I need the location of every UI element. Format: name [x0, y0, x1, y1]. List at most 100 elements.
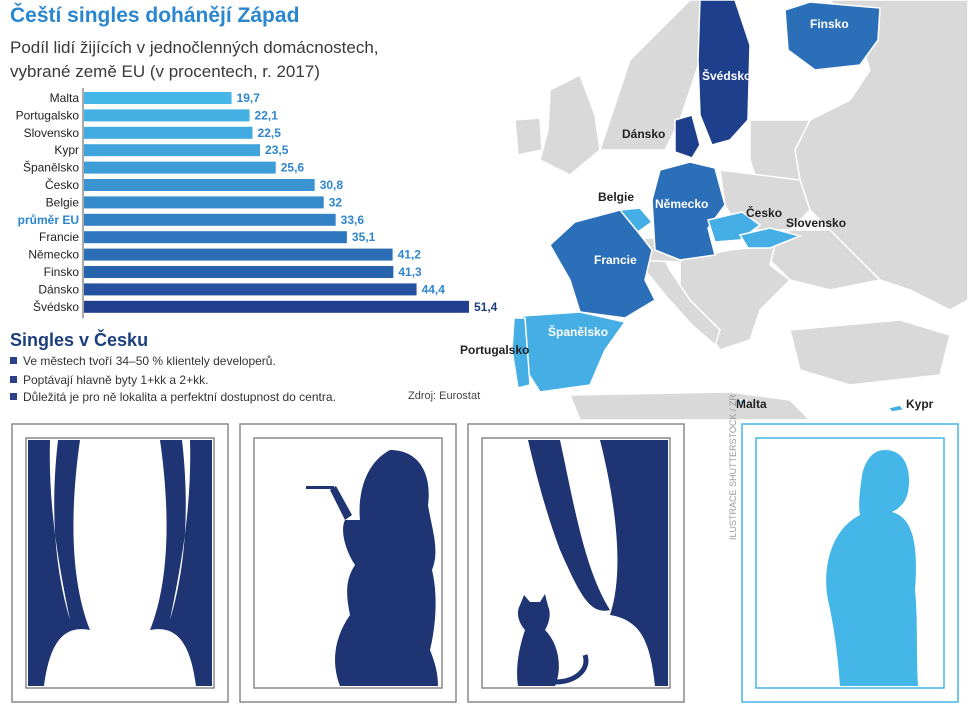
- window-panel-curtains: [11, 423, 229, 703]
- map-country-dansko: [674, 114, 701, 159]
- bar: [84, 231, 347, 244]
- map-labels: Finsko Švédsko Dánsko Belgie Německo Čes…: [460, 17, 934, 411]
- map-label-cesko: Česko: [746, 205, 782, 220]
- singles-bullet-text: Důležitá je pro ně lokalita a perfektní …: [23, 390, 336, 404]
- map-label-francie: Francie: [594, 253, 637, 267]
- woman-arm: [330, 486, 352, 520]
- map-label-finsko: Finsko: [810, 17, 849, 31]
- bar: [84, 92, 232, 104]
- map-label-nemecko: Německo: [655, 197, 708, 211]
- map-country-svedsko: [697, 0, 751, 146]
- value-label: 19,7: [237, 91, 261, 105]
- category-label: Švédsko: [33, 299, 79, 314]
- bar: [84, 144, 261, 157]
- value-label: 44,4: [422, 282, 446, 296]
- map-land-russia: [794, 0, 968, 311]
- map-land-africa: [568, 391, 812, 420]
- map-label-kypr: Kypr: [906, 397, 934, 411]
- chart-title: Čeští singles dohánějí Západ: [10, 4, 300, 27]
- category-label: Dánsko: [38, 282, 79, 296]
- singles-heading: Singles v Česku: [10, 330, 149, 350]
- singles-bullet: Důležitá je pro ně lokalita a perfektní …: [10, 390, 336, 404]
- value-label: 35,1: [352, 230, 376, 244]
- category-label: Slovensko: [24, 126, 80, 140]
- category-label: průměr EU: [18, 213, 79, 227]
- source-note: Zdroj: Eurostat: [408, 390, 481, 402]
- window-panel-woman: [239, 423, 457, 703]
- map-land: [514, 0, 968, 420]
- map-country-nemecko: [651, 161, 726, 261]
- category-label: Belgie: [46, 195, 80, 209]
- bullet-square-icon: [10, 393, 17, 400]
- singles-bullet: Ve městech tvoří 34–50 % klientely devel…: [10, 354, 276, 368]
- bar: [84, 283, 417, 296]
- map-label-spanelsko: Španělsko: [548, 324, 608, 339]
- map-country-portugalsko: [511, 317, 531, 389]
- curtain-right: [528, 440, 668, 686]
- map-label-svedsko: Švédsko: [702, 68, 751, 83]
- window-panel-man: [741, 423, 959, 703]
- bar: [84, 266, 394, 278]
- category-label: Německo: [28, 248, 79, 262]
- category-label: Kypr: [54, 143, 79, 157]
- bar: [84, 248, 393, 261]
- map-label-malta: Malta: [736, 397, 767, 411]
- category-label: Španělsko: [23, 160, 79, 175]
- bullet-square-icon: [10, 357, 17, 364]
- bar: [84, 300, 469, 313]
- map-country-spanelsko: [519, 311, 627, 393]
- cat-silhouette: [517, 594, 559, 686]
- map-land-uk: [539, 73, 601, 176]
- bar: [84, 126, 253, 139]
- bar: [84, 213, 336, 226]
- bar: [84, 196, 324, 209]
- cat-tail: [554, 654, 589, 685]
- value-label: 51,4: [474, 300, 498, 314]
- category-label: Finsko: [44, 265, 80, 279]
- bar-chart: Malta 19,7 Portugalsko 22,1 Slovensko 22,5 Kyp…: [16, 88, 498, 319]
- illustration-credit: ILUSTRACE SHUTTERSTOCK / ZR: [728, 394, 738, 540]
- chart-subtitle-line2: vybrané země EU (v procentech, r. 2017): [10, 62, 320, 81]
- category-label: Francie: [39, 230, 79, 244]
- bar: [84, 161, 276, 174]
- window-panel-cat: [467, 423, 685, 703]
- bullet-square-icon: [10, 376, 17, 383]
- window-illustration: [11, 423, 959, 703]
- category-label: Portugalsko: [16, 108, 80, 122]
- category-label: Česko: [45, 177, 79, 192]
- map-country-kypr: [886, 404, 906, 413]
- map-land-ireland: [514, 117, 543, 156]
- europe-map: Finsko Švédsko Dánsko Belgie Německo Čes…: [460, 0, 968, 420]
- value-label: 22,1: [255, 108, 279, 122]
- map-country-finsko: [784, 1, 881, 71]
- value-label: 25,6: [281, 161, 305, 175]
- cigarette: [306, 486, 334, 489]
- map-country-slovensko: [738, 227, 803, 249]
- value-label: 22,5: [258, 126, 282, 140]
- value-label: 33,6: [341, 213, 365, 227]
- curtain-left: [528, 440, 610, 611]
- value-label: 32: [329, 195, 343, 209]
- value-label: 23,5: [265, 143, 289, 157]
- singles-bullet: Poptávají hlavně byty 1+kk a 2+kk.: [10, 373, 208, 387]
- bar: [84, 109, 250, 122]
- map-label-dansko: Dánsko: [622, 127, 665, 141]
- chart-subtitle-line1: Podíl lidí žijících v jednočlenných domá…: [10, 38, 379, 57]
- value-label: 30,8: [320, 178, 344, 192]
- value-label: 41,2: [398, 248, 422, 262]
- map-label-belgie: Belgie: [598, 190, 634, 204]
- map-label-portugalsko: Portugalsko: [460, 343, 529, 357]
- map-land-turkey: [789, 319, 951, 386]
- singles-bullet-text: Poptávají hlavně byty 1+kk a 2+kk.: [23, 373, 209, 387]
- map-country-malta: [739, 399, 747, 405]
- bar: [84, 179, 315, 191]
- map-label-slovensko: Slovensko: [786, 216, 846, 230]
- singles-bullet-text: Ve městech tvoří 34–50 % klientely devel…: [23, 354, 276, 368]
- map-country-francie: [549, 209, 656, 319]
- curtain-right-fold: [170, 440, 191, 620]
- value-label: 41,3: [398, 265, 422, 279]
- curtain-left-fold: [49, 440, 70, 620]
- man-silhouette: [826, 450, 918, 686]
- category-label: Malta: [50, 91, 80, 105]
- woman-silhouette: [335, 450, 438, 686]
